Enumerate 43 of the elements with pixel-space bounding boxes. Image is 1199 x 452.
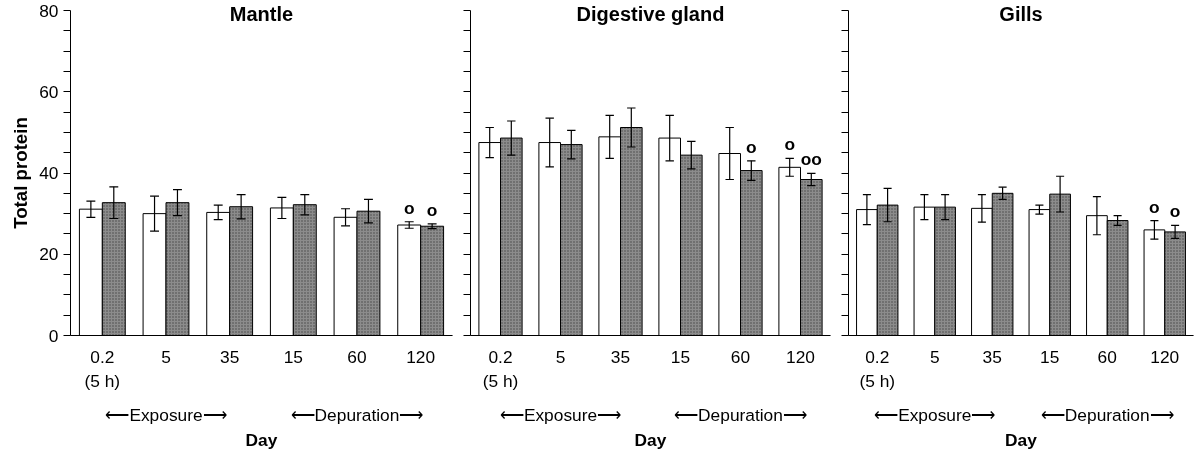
text: ⟵Depuration⟶	[674, 404, 807, 425]
chart-title: Digestive gland	[576, 2, 725, 25]
annotation: o	[426, 199, 438, 220]
text: ⟵Exposure⟶	[874, 404, 996, 425]
x-tick-label: 5	[161, 346, 171, 367]
text: ⟵Exposure⟶	[105, 404, 227, 425]
annotation: oo	[800, 149, 822, 170]
x-tick-label: 0.2 (5 h)	[482, 346, 519, 391]
x-tick-label: 60	[730, 346, 751, 367]
text: ⟵Exposure⟶	[499, 404, 622, 425]
x-tick-label: 35	[610, 346, 631, 367]
chart-title: Mantle	[229, 2, 294, 25]
annotation: o	[746, 136, 757, 157]
x-tick-label: 35	[982, 346, 1002, 367]
x-axis-title: Day	[245, 429, 278, 450]
x-tick-label: 5	[929, 346, 940, 367]
text: ⟵Depuration⟶	[290, 404, 424, 425]
x-tick-label: 60	[347, 346, 367, 367]
x-tick-label: 120	[786, 346, 815, 367]
y-tick-label: 60	[39, 81, 59, 102]
x-tick-label: 0.2 (5 h)	[84, 346, 121, 391]
x-tick-label: 120	[1150, 346, 1180, 367]
x-axis-title: Day	[634, 429, 667, 450]
y-tick-label: 40	[39, 163, 59, 183]
x-axis-title: Day	[1005, 429, 1038, 450]
annotation: o	[403, 197, 415, 218]
y-tick-label: 20	[39, 244, 59, 265]
x-tick-label: 15	[670, 346, 691, 367]
x-tick-label: 0.2 (5 h)	[859, 346, 896, 391]
chart-title: Gills	[999, 2, 1043, 25]
text: ⟵Depuration⟶	[1040, 404, 1174, 425]
x-tick-label: 5	[555, 346, 566, 367]
annotation: o	[1149, 196, 1160, 217]
y-tick-label: 0	[48, 325, 59, 346]
x-tick-label: 15	[283, 346, 303, 367]
annotation: o	[1169, 201, 1181, 222]
x-tick-label: 15	[1040, 346, 1060, 367]
y-axis-title: Total protein	[10, 117, 32, 229]
x-tick-label: 60	[1097, 346, 1117, 367]
y-tick-label: 80	[39, 0, 59, 21]
x-tick-label: 35	[220, 346, 240, 367]
x-tick-label: 120	[406, 346, 436, 367]
annotation: o	[784, 134, 795, 155]
